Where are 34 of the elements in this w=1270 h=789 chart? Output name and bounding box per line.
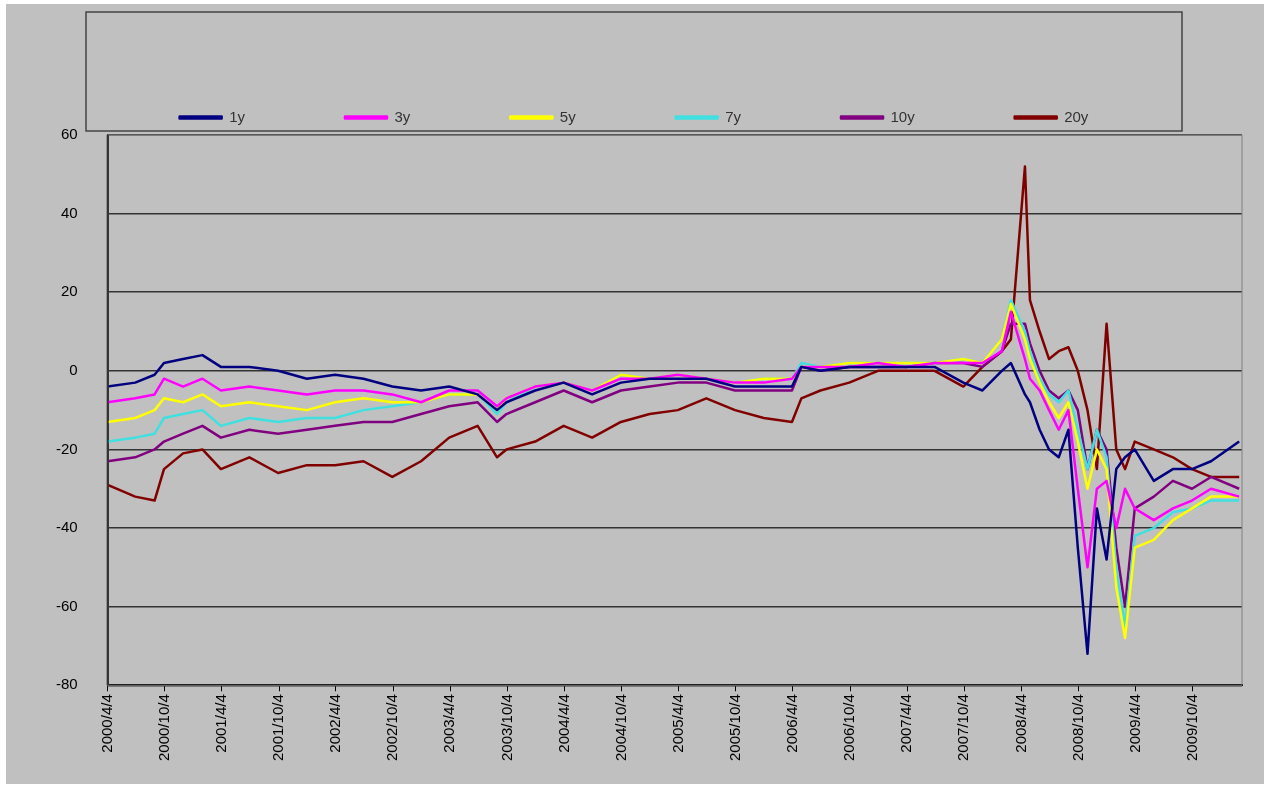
x-tick-label: 2001/4/4 <box>211 694 229 753</box>
legend-label: 1y <box>229 107 246 125</box>
x-tick-label: 2009/10/4 <box>1183 694 1201 761</box>
x-tick-label: 2006/4/4 <box>783 694 801 753</box>
legend-label: 3y <box>394 107 411 125</box>
x-tick-label: 2004/10/4 <box>611 694 629 761</box>
x-tick-label: 2008/4/4 <box>1011 694 1029 753</box>
x-tick-label: 2009/4/4 <box>1125 694 1143 753</box>
legend-label: 5y <box>559 107 577 125</box>
legend-label: 20y <box>1064 107 1089 125</box>
y-tick-label: 20 <box>60 282 78 300</box>
y-tick-label: -60 <box>55 596 78 614</box>
y-tick-label: 0 <box>69 360 78 378</box>
x-tick-label: 2008/10/4 <box>1068 694 1086 761</box>
x-tick-label: 2004/4/4 <box>554 694 572 753</box>
x-tick-label: 2005/4/4 <box>668 694 686 753</box>
x-tick-label: 2007/4/4 <box>897 694 915 753</box>
x-tick-label: 2003/10/4 <box>497 694 515 761</box>
legend-label: 7y <box>725 107 742 125</box>
legend-label: 10y <box>890 107 916 125</box>
x-tick-label: 2003/4/4 <box>440 694 458 753</box>
y-tick-label: 40 <box>60 203 78 221</box>
x-tick-label: 2005/10/4 <box>726 694 744 761</box>
x-tick-label: 2007/10/4 <box>954 694 972 761</box>
y-tick-label: -40 <box>55 518 78 536</box>
x-tick-label: 2000/4/4 <box>97 694 115 753</box>
x-tick-label: 2001/10/4 <box>269 694 287 761</box>
y-tick-label: -20 <box>55 439 78 457</box>
y-tick-label: -80 <box>55 675 78 693</box>
x-tick-label: 2002/10/4 <box>383 694 401 761</box>
x-tick-label: 2006/10/4 <box>840 694 858 761</box>
x-tick-label: 2000/10/4 <box>155 694 173 761</box>
x-tick-label: 2002/4/4 <box>326 694 344 753</box>
y-tick-label: 60 <box>60 125 78 143</box>
